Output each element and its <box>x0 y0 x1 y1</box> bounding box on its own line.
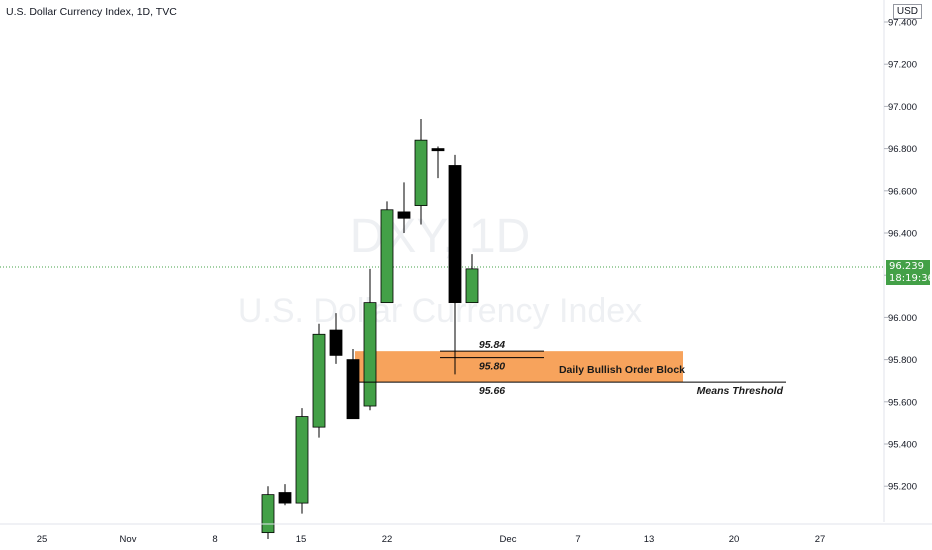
candle <box>465 254 479 304</box>
price-tick-label: 95.400 <box>888 440 917 451</box>
time-tick-label: 8 <box>212 534 217 545</box>
candle <box>261 486 275 539</box>
candle-body <box>346 359 360 420</box>
level-label: 95.84 <box>479 339 505 351</box>
price-tick-label: 97.200 <box>888 60 917 71</box>
candle-body <box>380 209 394 304</box>
candle <box>312 323 326 438</box>
time-tick-label: Dec <box>500 534 517 545</box>
time-tick-label: 27 <box>815 534 826 545</box>
means-threshold-label: Means Threshold <box>697 385 784 397</box>
time-tick-label: Nov <box>120 534 137 545</box>
candle-body <box>261 494 275 534</box>
annotations: 95.84 95.80 95.66 Means Threshold <box>355 339 786 397</box>
candle <box>414 119 428 225</box>
candles <box>261 119 479 539</box>
candle <box>329 313 343 364</box>
order-block-layer: Daily Bullish Order Block <box>355 351 685 383</box>
price-tick-label: 97.400 <box>888 18 917 29</box>
price-tick-label: 96.400 <box>888 229 917 240</box>
candle-body <box>448 165 462 304</box>
candle-body <box>397 211 411 219</box>
price-tick-label: 97.000 <box>888 102 917 113</box>
order-block-zone <box>355 351 683 383</box>
candle <box>295 408 309 514</box>
order-block-label: Daily Bullish Order Block <box>559 364 685 376</box>
price-tick-label: 96.000 <box>888 313 917 324</box>
bar-countdown: 18:19:36 <box>886 272 932 285</box>
level-label: 95.80 <box>479 361 505 373</box>
candle-body <box>363 302 377 407</box>
currency-label[interactable]: USD <box>892 4 922 19</box>
watermark-name: U.S. Dollar Currency Index <box>238 292 642 330</box>
time-tick-label: 20 <box>729 534 740 545</box>
watermark: DXY, 1D U.S. Dollar Currency Index <box>238 210 642 330</box>
candle-body <box>465 268 479 304</box>
price-tick-label: 95.600 <box>888 397 917 408</box>
candle <box>380 201 394 304</box>
price-tick-label: 96.600 <box>888 186 917 197</box>
candle-body <box>312 333 326 428</box>
candle <box>431 146 445 179</box>
price-tick-label: 95.200 <box>888 482 917 493</box>
time-tick-label: 7 <box>575 534 580 545</box>
candle-body <box>414 139 428 206</box>
last-price-tag: 96.239 18:19:36 <box>886 259 932 285</box>
candle <box>346 349 360 420</box>
candle-body <box>295 416 309 504</box>
candle <box>278 484 292 506</box>
price-tick-label: 95.800 <box>888 355 917 366</box>
level-label: 95.66 <box>479 385 505 397</box>
candle <box>397 182 411 233</box>
time-tick-label: 22 <box>382 534 393 545</box>
time-tick-label: 25 <box>37 534 48 545</box>
watermark-symbol: DXY, 1D <box>350 210 531 263</box>
candle-body <box>431 148 445 152</box>
candle <box>448 154 462 375</box>
last-price-value: 96.239 <box>886 259 930 273</box>
time-tick-label: 13 <box>644 534 655 545</box>
chart-title: U.S. Dollar Currency Index, 1D, TVC <box>6 6 177 18</box>
price-tick-label: 96.800 <box>888 144 917 155</box>
candle-body <box>278 492 292 504</box>
candle <box>363 268 377 411</box>
time-tick-label: 15 <box>296 534 307 545</box>
candle-body <box>329 329 343 356</box>
time-axis[interactable]: 25 Nov 8 15 22 Dec 7 13 20 27 <box>0 523 932 545</box>
